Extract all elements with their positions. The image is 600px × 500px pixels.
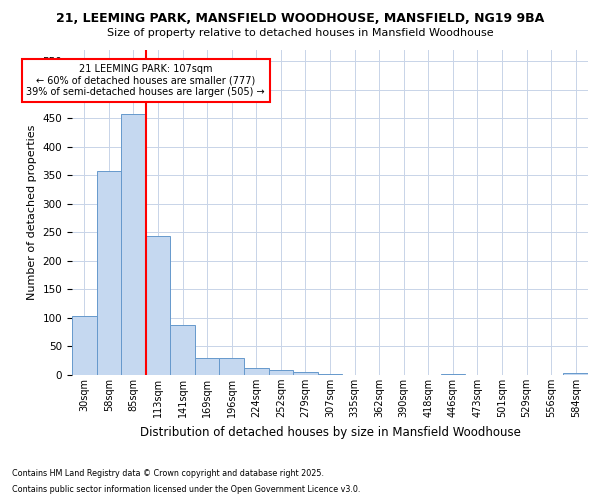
Bar: [121, 114, 146, 375]
Text: 21, LEEMING PARK, MANSFIELD WOODHOUSE, MANSFIELD, NG19 9BA: 21, LEEMING PARK, MANSFIELD WOODHOUSE, M…: [56, 12, 544, 26]
Bar: [244, 368, 269, 375]
Y-axis label: Number of detached properties: Number of detached properties: [27, 125, 37, 300]
Text: Contains public sector information licensed under the Open Government Licence v3: Contains public sector information licen…: [12, 485, 361, 494]
X-axis label: Distribution of detached houses by size in Mansfield Woodhouse: Distribution of detached houses by size …: [140, 426, 520, 438]
Bar: [269, 370, 293, 375]
Bar: [170, 325, 195, 375]
Bar: [220, 358, 244, 375]
Bar: [318, 374, 342, 375]
Bar: [293, 372, 318, 375]
Bar: [97, 172, 121, 375]
Bar: [195, 358, 220, 375]
Text: Size of property relative to detached houses in Mansfield Woodhouse: Size of property relative to detached ho…: [107, 28, 493, 38]
Bar: [563, 374, 588, 375]
Bar: [72, 316, 97, 375]
Bar: [146, 236, 170, 375]
Text: Contains HM Land Registry data © Crown copyright and database right 2025.: Contains HM Land Registry data © Crown c…: [12, 468, 324, 477]
Bar: [440, 374, 465, 375]
Text: 21 LEEMING PARK: 107sqm
← 60% of detached houses are smaller (777)
39% of semi-d: 21 LEEMING PARK: 107sqm ← 60% of detache…: [26, 64, 265, 98]
